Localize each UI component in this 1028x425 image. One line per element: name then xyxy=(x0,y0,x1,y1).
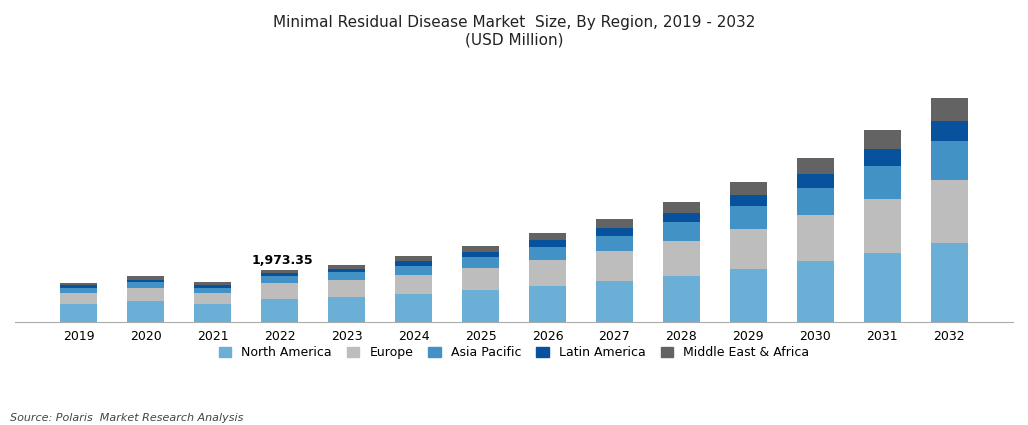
Text: Source: Polaris  Market Research Analysis: Source: Polaris Market Research Analysis xyxy=(10,413,244,423)
Bar xyxy=(194,282,231,285)
Bar xyxy=(261,283,298,299)
Bar xyxy=(127,280,164,283)
Bar xyxy=(797,215,834,261)
Bar xyxy=(730,182,767,195)
Bar xyxy=(194,288,231,293)
Bar xyxy=(463,252,499,257)
Bar xyxy=(730,229,767,269)
Bar xyxy=(395,266,432,275)
Bar xyxy=(730,206,767,229)
Bar xyxy=(596,252,633,281)
Bar xyxy=(864,252,901,322)
Bar xyxy=(797,187,834,215)
Bar xyxy=(395,294,432,322)
Bar xyxy=(663,222,700,241)
Title: Minimal Residual Disease Market  Size, By Region, 2019 - 2032
(USD Million): Minimal Residual Disease Market Size, By… xyxy=(272,15,756,48)
Bar xyxy=(61,304,98,322)
Bar xyxy=(395,261,432,266)
Bar xyxy=(61,293,98,304)
Bar xyxy=(261,273,298,276)
Bar xyxy=(328,269,365,272)
Bar xyxy=(864,130,901,149)
Bar xyxy=(261,299,298,322)
Bar xyxy=(328,264,365,269)
Legend: North America, Europe, Asia Pacific, Latin America, Middle East & Africa: North America, Europe, Asia Pacific, Lat… xyxy=(214,341,814,364)
Bar xyxy=(663,202,700,213)
Bar xyxy=(463,268,499,290)
Bar xyxy=(864,165,901,198)
Bar xyxy=(864,198,901,252)
Bar xyxy=(61,285,98,288)
Bar xyxy=(463,257,499,268)
Bar xyxy=(463,290,499,322)
Bar xyxy=(596,235,633,252)
Bar xyxy=(395,275,432,294)
Bar xyxy=(797,174,834,187)
Bar xyxy=(463,246,499,252)
Bar xyxy=(596,219,633,228)
Bar xyxy=(529,233,565,241)
Bar xyxy=(797,261,834,322)
Bar xyxy=(395,256,432,261)
Bar xyxy=(61,283,98,285)
Bar xyxy=(797,159,834,174)
Bar xyxy=(127,301,164,322)
Bar xyxy=(730,195,767,206)
Bar xyxy=(61,288,98,293)
Bar xyxy=(596,281,633,322)
Bar xyxy=(930,243,967,322)
Bar xyxy=(328,280,365,297)
Bar xyxy=(864,149,901,165)
Bar xyxy=(930,121,967,141)
Bar xyxy=(930,180,967,243)
Bar xyxy=(261,270,298,273)
Bar xyxy=(328,297,365,322)
Bar xyxy=(194,285,231,288)
Bar xyxy=(261,276,298,283)
Bar xyxy=(930,141,967,180)
Text: 1,973.35: 1,973.35 xyxy=(252,254,314,267)
Bar xyxy=(529,286,565,322)
Bar xyxy=(596,228,633,235)
Bar xyxy=(194,293,231,304)
Bar xyxy=(529,260,565,286)
Bar xyxy=(194,304,231,322)
Bar xyxy=(529,241,565,247)
Bar xyxy=(663,275,700,322)
Bar xyxy=(730,269,767,322)
Bar xyxy=(529,247,565,260)
Bar xyxy=(328,272,365,280)
Bar xyxy=(127,289,164,301)
Bar xyxy=(663,213,700,222)
Bar xyxy=(930,99,967,121)
Bar xyxy=(127,283,164,289)
Bar xyxy=(127,276,164,280)
Bar xyxy=(663,241,700,275)
